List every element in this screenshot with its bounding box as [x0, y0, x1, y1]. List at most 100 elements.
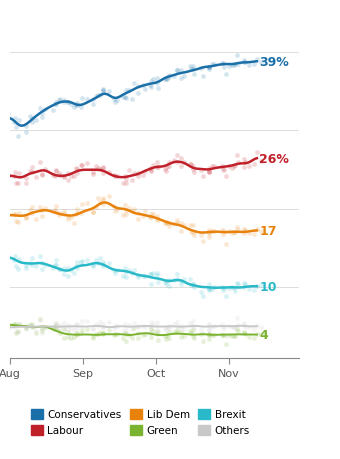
Point: [135, 334, 140, 341]
Point: [198, 66, 203, 73]
Point: [233, 229, 238, 236]
Point: [101, 330, 106, 337]
Point: [241, 279, 246, 286]
Point: [90, 262, 96, 269]
Point: [234, 315, 240, 322]
Point: [93, 204, 98, 212]
Point: [251, 62, 257, 69]
Point: [13, 124, 18, 131]
Point: [129, 325, 134, 333]
Point: [126, 205, 132, 213]
Point: [90, 209, 96, 217]
Point: [191, 71, 197, 78]
Point: [224, 173, 229, 180]
Point: [224, 72, 229, 79]
Point: [96, 165, 101, 173]
Point: [73, 263, 79, 270]
Point: [149, 167, 154, 174]
Point: [235, 61, 241, 68]
Point: [150, 76, 155, 84]
Point: [258, 323, 264, 330]
Point: [57, 266, 62, 273]
Point: [16, 219, 21, 226]
Point: [16, 179, 21, 187]
Point: [219, 320, 224, 328]
Point: [150, 321, 155, 328]
Point: [155, 327, 161, 335]
Point: [65, 326, 71, 333]
Point: [154, 327, 159, 335]
Point: [206, 227, 211, 235]
Point: [198, 232, 203, 239]
Point: [181, 73, 186, 80]
Point: [149, 211, 154, 218]
Point: [142, 86, 148, 93]
Point: [140, 172, 146, 179]
Point: [140, 331, 146, 338]
Point: [124, 211, 129, 218]
Point: [53, 257, 59, 264]
Point: [90, 209, 96, 216]
Point: [74, 166, 80, 174]
Point: [148, 334, 153, 341]
Point: [221, 64, 226, 71]
Point: [16, 329, 21, 336]
Point: [220, 287, 226, 294]
Point: [113, 323, 118, 330]
Point: [37, 316, 42, 324]
Point: [73, 330, 79, 338]
Point: [226, 63, 232, 70]
Point: [207, 64, 212, 71]
Point: [131, 206, 137, 213]
Point: [258, 60, 264, 67]
Point: [16, 170, 21, 177]
Point: [147, 322, 152, 330]
Point: [166, 335, 171, 342]
Text: 26%: 26%: [259, 152, 289, 165]
Point: [42, 166, 48, 173]
Point: [148, 280, 153, 288]
Point: [190, 280, 195, 288]
Point: [188, 322, 193, 330]
Point: [40, 328, 45, 335]
Point: [101, 329, 106, 336]
Point: [68, 325, 74, 332]
Point: [37, 253, 42, 260]
Point: [136, 83, 141, 90]
Point: [190, 333, 196, 341]
Point: [155, 336, 161, 343]
Point: [221, 325, 226, 332]
Point: [224, 293, 229, 300]
Point: [233, 61, 238, 68]
Point: [16, 320, 21, 328]
Point: [68, 334, 74, 341]
Point: [206, 233, 211, 241]
Point: [40, 114, 45, 122]
Point: [27, 259, 32, 267]
Point: [155, 164, 161, 171]
Point: [226, 162, 232, 170]
Point: [13, 329, 18, 336]
Point: [174, 159, 180, 166]
Point: [164, 324, 170, 331]
Point: [210, 162, 215, 170]
Point: [53, 167, 58, 174]
Point: [231, 229, 236, 236]
Point: [187, 276, 192, 283]
Point: [147, 271, 152, 279]
Point: [231, 163, 236, 171]
Point: [246, 163, 252, 170]
Point: [241, 329, 246, 336]
Point: [188, 161, 193, 168]
Point: [84, 318, 89, 325]
Point: [181, 159, 186, 166]
Point: [147, 214, 152, 222]
Point: [101, 89, 106, 96]
Point: [53, 322, 58, 330]
Point: [37, 159, 42, 166]
Point: [242, 324, 248, 331]
Point: [11, 173, 17, 180]
Point: [178, 333, 184, 341]
Point: [90, 168, 96, 176]
Point: [187, 222, 192, 230]
